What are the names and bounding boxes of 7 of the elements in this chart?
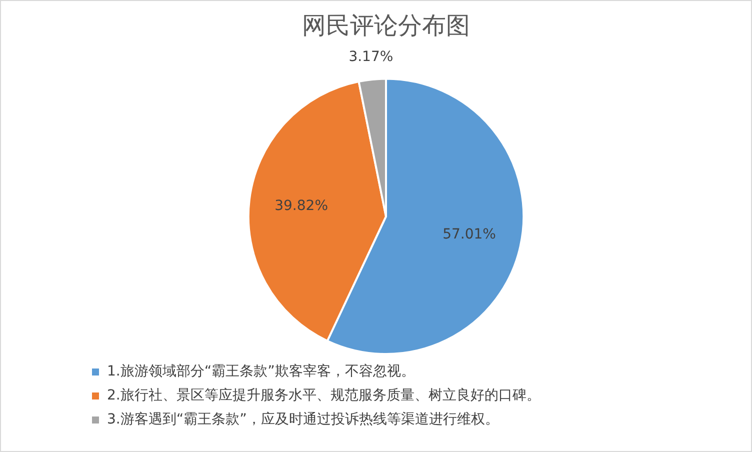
data-label: 57.01% [442,226,496,243]
data-label: 3.17% [348,49,394,66]
legend-label: 1.旅游领域部分“霸王条款”欺客宰客，不容忽视。 [107,364,415,380]
chart-title: 网民评论分布图 [302,12,470,40]
data-label: 39.82% [274,198,328,214]
legend-label: 2.旅行社、景区等应提升服务水平、规范服务质量、树立良好的口碑。 [107,388,540,404]
legend-label: 3.游客遇到“霸王条款”，应及时通过投诉热线等渠道进行维权。 [107,412,499,428]
